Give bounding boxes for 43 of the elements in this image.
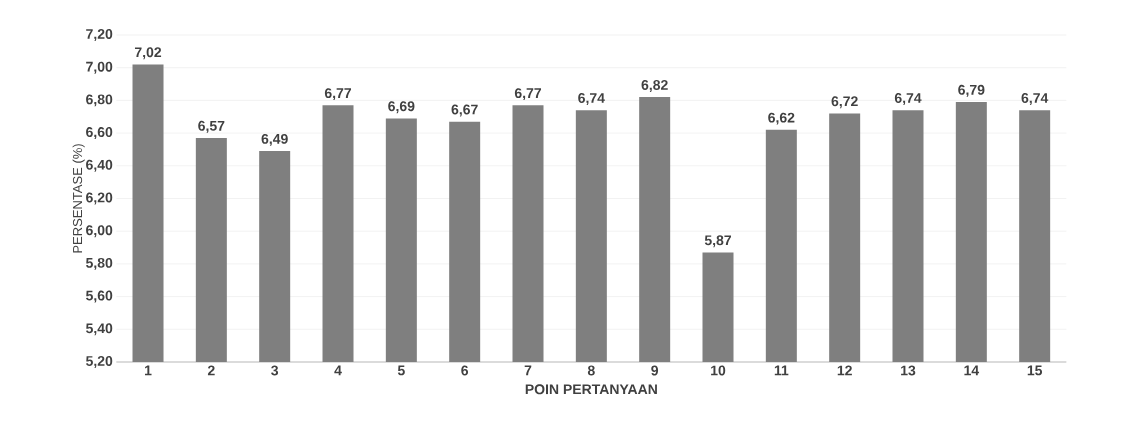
data-label: 6,62: [768, 112, 795, 125]
data-label: 6,49: [261, 133, 288, 146]
data-label: 6,67: [451, 104, 478, 117]
data-label: 6,77: [514, 88, 542, 101]
data-label: 6,74: [894, 93, 922, 105]
data-label: 6,74: [1021, 93, 1049, 105]
x-tick-label: 3: [271, 365, 279, 376]
data-label: 6,74: [578, 93, 605, 105]
data-label: 6,57: [198, 120, 225, 133]
x-tick-label: 11: [774, 365, 789, 376]
y-tick-label: 5,80: [85, 257, 113, 270]
x-tick-label: 2: [207, 365, 215, 376]
x-tick-label: 7: [524, 365, 532, 376]
y-tick-label: 6,80: [86, 94, 113, 107]
x-tick-label: 6: [461, 365, 469, 376]
y-tick-label: 5,20: [85, 356, 113, 368]
data-label: 6,77: [324, 88, 352, 101]
x-tick-label: 13: [901, 365, 916, 376]
x-tick-label: 4: [334, 365, 342, 376]
x-tick-label: 9: [651, 365, 659, 376]
x-axis-title: POIN PERTANYAAN: [525, 384, 657, 395]
y-tick-label: 7,20: [86, 29, 113, 41]
y-axis-title: PERSENTASE (%): [72, 144, 85, 253]
data-label: 7,02: [134, 47, 162, 60]
data-label: 6,82: [641, 79, 668, 92]
x-tick-label: 14: [964, 365, 980, 376]
y-tick-label: 6,20: [86, 192, 113, 205]
x-tick-label: 5: [397, 365, 405, 376]
data-label: 6,69: [388, 101, 415, 114]
y-tick-label: 6,40: [86, 159, 113, 172]
data-label: 5,87: [704, 235, 732, 248]
x-tick-label: 15: [1027, 365, 1043, 376]
x-tick-label: 12: [837, 365, 852, 376]
x-tick-label: 1: [145, 365, 152, 376]
y-tick-label: 7,00: [86, 61, 113, 74]
x-tick-label: 10: [711, 365, 726, 376]
y-tick-label: 6,00: [86, 225, 113, 238]
y-tick-label: 6,60: [86, 127, 113, 140]
data-label: 6,72: [831, 96, 858, 109]
data-label: 6,79: [958, 84, 985, 97]
y-tick-label: 5,40: [85, 323, 113, 336]
y-tick-label: 5,60: [85, 290, 113, 303]
x-tick-label: 8: [587, 365, 595, 376]
